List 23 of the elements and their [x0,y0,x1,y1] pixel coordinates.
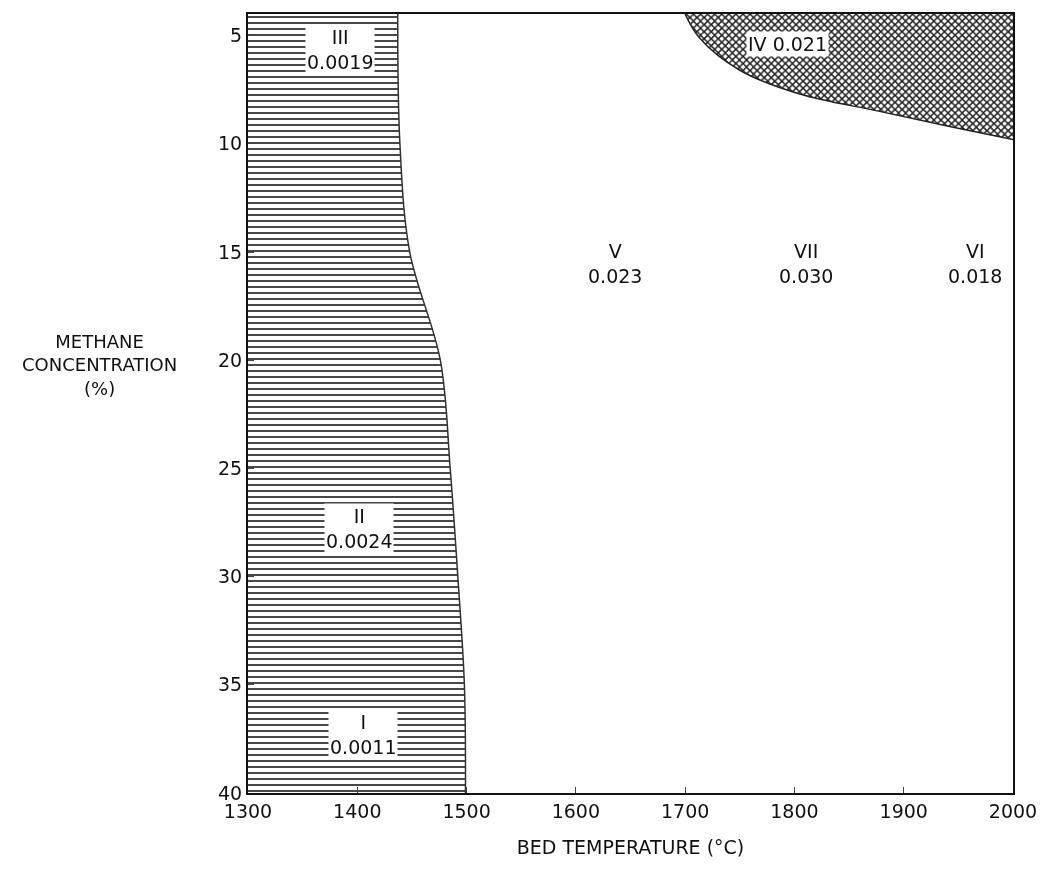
x-tick-label: 2000 [988,799,1038,822]
y-axis-title: METHANE CONCENTRATION (%) [22,331,178,399]
annotation: IV 0.021 [748,33,828,55]
y-tick-label: 15 [218,240,243,263]
x-tick-label: 1600 [551,799,601,822]
x-tick-label: 1500 [442,799,491,822]
y-tick-label: 25 [218,457,243,480]
y-tick-label: 35 [218,673,243,696]
annotation: II 0.0024 [326,505,393,552]
y-tick-label: 30 [218,565,243,588]
x-tick-label: 1700 [660,799,710,822]
annotation: I 0.0011 [330,711,397,758]
annotation: III 0.0019 [307,26,374,73]
annotation: VII 0.030 [779,240,834,287]
annotation: V 0.023 [588,240,643,287]
y-tick-label: 10 [218,132,243,155]
x-tick-label: 1400 [333,799,382,822]
x-axis-title: BED TEMPERATURE (°C) [516,836,745,859]
annotation: VI 0.018 [948,240,1003,287]
x-tick-label: 1900 [879,799,928,822]
y-tick-label: 20 [218,348,243,371]
y-tick-label: 5 [230,24,243,47]
x-tick-label: 1800 [770,799,819,822]
